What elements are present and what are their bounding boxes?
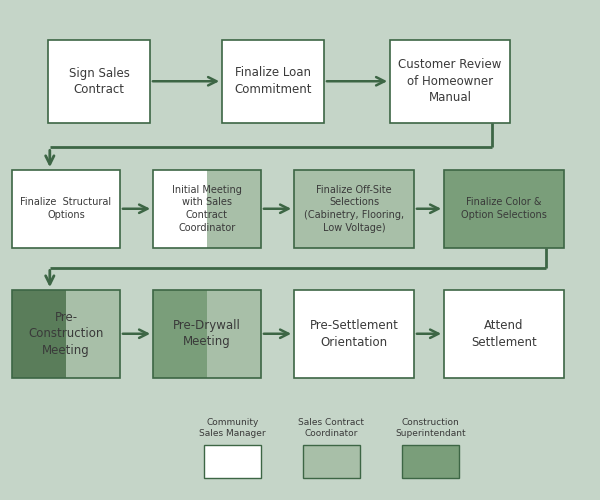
Text: Community
Sales Manager: Community Sales Manager	[199, 418, 266, 438]
Bar	[153, 290, 261, 378]
Bar	[12, 290, 66, 378]
Bar	[303, 445, 360, 478]
Text: Initial Meeting
with Sales
Contract
Coordinator: Initial Meeting with Sales Contract Coor…	[172, 184, 242, 233]
Bar	[390, 40, 510, 122]
Bar	[204, 445, 261, 478]
Text: Finalize  Structural
Options: Finalize Structural Options	[20, 198, 112, 220]
Bar	[153, 170, 207, 248]
Bar	[294, 170, 414, 248]
Text: Pre-Drywall
Meeting: Pre-Drywall Meeting	[173, 319, 241, 348]
Bar	[153, 290, 207, 378]
Text: Attend
Settlement: Attend Settlement	[471, 319, 537, 348]
Text: Sales Contract
Coordinator: Sales Contract Coordinator	[299, 418, 365, 438]
Bar	[444, 290, 564, 378]
Text: Pre-Settlement
Orientation: Pre-Settlement Orientation	[310, 319, 398, 348]
Text: Finalize Off-Site
Selections
(Cabinetry, Flooring,
Low Voltage): Finalize Off-Site Selections (Cabinetry,…	[304, 184, 404, 233]
Bar	[207, 290, 261, 378]
Text: Finalize Color &
Option Selections: Finalize Color & Option Selections	[461, 198, 547, 220]
Bar	[153, 170, 261, 248]
Text: Pre-
Construction
Meeting: Pre- Construction Meeting	[28, 310, 104, 357]
Bar	[66, 290, 120, 378]
Bar	[222, 40, 324, 122]
Bar	[207, 170, 261, 248]
Bar	[12, 170, 120, 248]
Bar	[48, 40, 150, 122]
Text: Customer Review
of Homeowner
Manual: Customer Review of Homeowner Manual	[398, 58, 502, 104]
Text: Finalize Loan
Commitment: Finalize Loan Commitment	[234, 66, 312, 96]
Bar	[294, 290, 414, 378]
Bar	[12, 290, 120, 378]
Bar	[402, 445, 459, 478]
Text: Construction
Superintendant: Construction Superintendant	[395, 418, 466, 438]
Text: Sign Sales
Contract: Sign Sales Contract	[68, 66, 130, 96]
Bar	[444, 170, 564, 248]
